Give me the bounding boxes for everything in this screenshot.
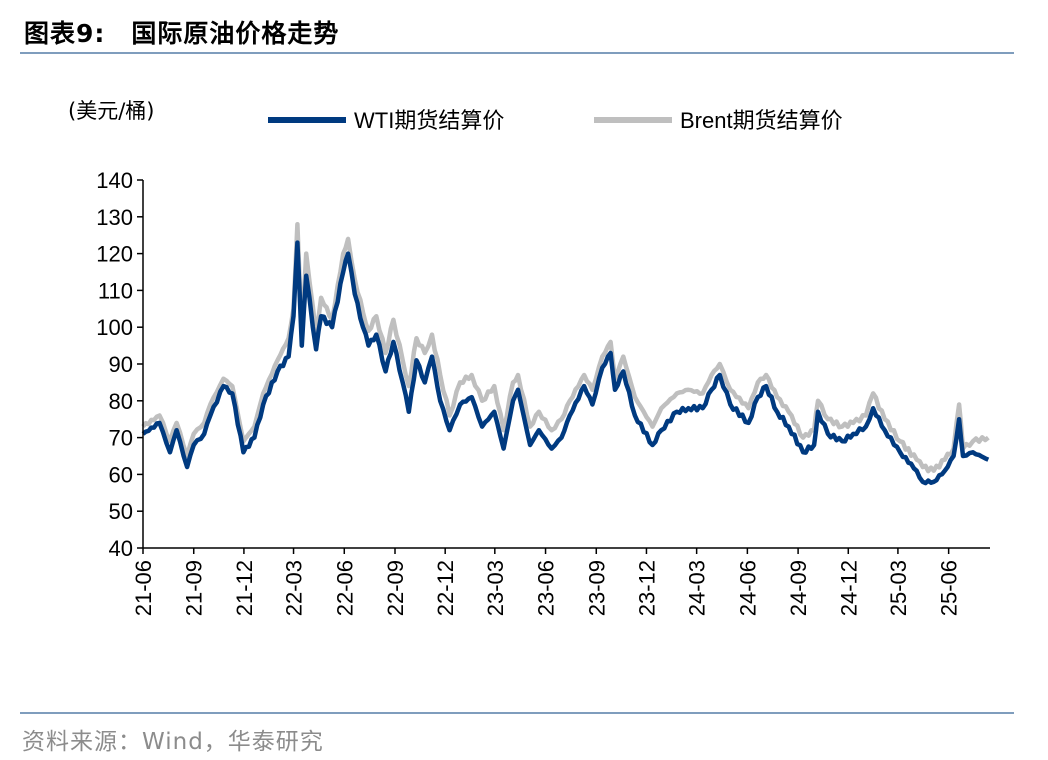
y-tick-label: 50 [109,499,133,524]
x-tick-label: 23-09 [584,560,609,616]
figure-title: 图表9: 国际原油价格走势 [24,14,339,50]
x-tick-label: 22-03 [282,560,307,616]
y-tick-label: 40 [109,536,133,561]
y-tick-label: 100 [96,315,133,340]
legend-wti-label: WTI期货结算价 [354,108,504,133]
y-tick-label: 130 [96,205,133,230]
brent-line [141,221,990,474]
x-tick-label: 21-06 [131,560,156,616]
x-tick-label: 23-03 [483,560,508,616]
x-tick-label: 21-09 [182,560,207,616]
y-tick-label: 90 [109,352,133,377]
y-tick-label: 120 [96,242,133,267]
x-tick-label: 22-12 [433,560,458,616]
series-layer [141,221,990,486]
y-tick-label: 110 [98,278,133,303]
y-unit-label: (美元/桶) [68,99,154,123]
bottom-divider [20,712,1014,714]
y-tick-label: 70 [109,426,133,451]
x-tick-label: 22-09 [383,560,408,616]
x-tick-label: 21-12 [232,560,257,616]
x-tick-label: 23-06 [534,560,559,616]
x-tick-label: 23-12 [635,560,660,616]
y-tick-label: 80 [109,389,133,414]
figure-title-text: 国际原油价格走势 [131,19,340,48]
oil-price-chart: (美元/桶) WTI期货结算价 Brent期货结算价 40 50 60 70 80 90 1… [68,99,990,616]
x-tick-label: 24-06 [735,560,760,616]
top-divider [20,52,1014,54]
figure-number: 图表9: [24,19,106,48]
source-note: 资料来源：Wind，华泰研究 [22,729,324,755]
wti-line [141,240,990,486]
legend-brent-label: Brent期货结算价 [680,108,843,133]
x-tick-label: 22-06 [332,560,357,616]
x-tick-label: 25-03 [886,560,911,616]
x-tick-label: 24-03 [685,560,710,616]
x-tick-label: 24-09 [786,560,811,616]
y-tick-label: 60 [109,462,133,487]
y-tick-label: 140 [96,168,133,193]
x-tick-label: 25-06 [937,560,962,616]
legend: WTI期货结算价 Brent期货结算价 [268,108,843,133]
axes: 40 50 60 70 80 90 100 110 120 130 140 21-06 21-09 21-… [96,168,990,616]
x-tick-label: 24-12 [836,560,861,616]
